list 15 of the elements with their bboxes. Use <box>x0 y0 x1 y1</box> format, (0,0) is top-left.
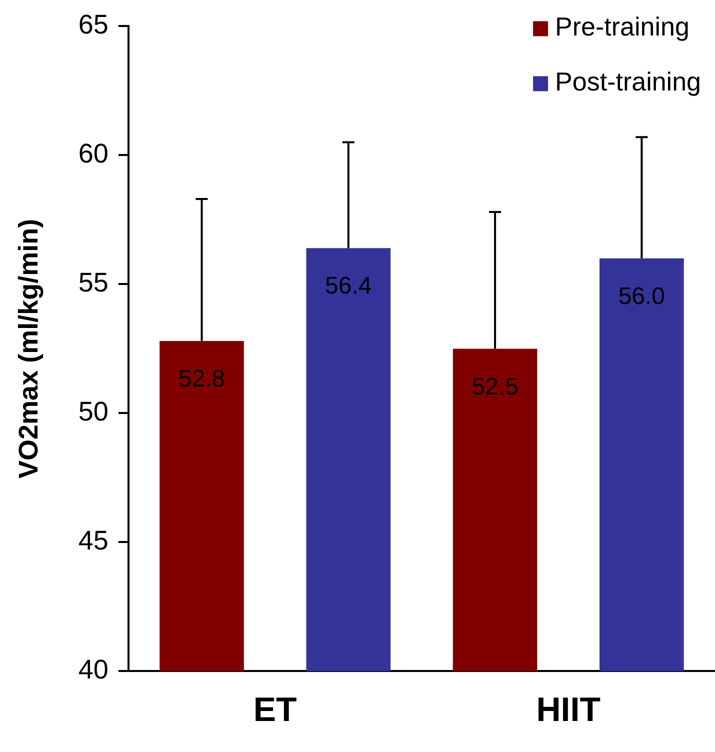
data-label: 56.0 <box>618 283 666 310</box>
data-label: 52.8 <box>178 366 226 393</box>
y-tick-label: 45 <box>78 526 108 556</box>
data-label: 52.5 <box>472 373 518 400</box>
data-label: 56.4 <box>325 272 372 300</box>
y-tick-label: 40 <box>78 654 108 685</box>
y-tick-label: 55 <box>78 268 108 298</box>
y-axis-title: VO2max (ml/kg/min) <box>14 218 44 478</box>
x-tick-label: ET <box>253 690 298 729</box>
y-tick-label: 60 <box>78 138 108 169</box>
legend-label: Pre-training <box>555 11 690 42</box>
legend-label: Post-training <box>555 66 702 96</box>
y-tick-label: 65 <box>78 10 108 40</box>
x-tick-label: HIIT <box>536 690 601 729</box>
y-tick-label: 50 <box>78 396 108 427</box>
